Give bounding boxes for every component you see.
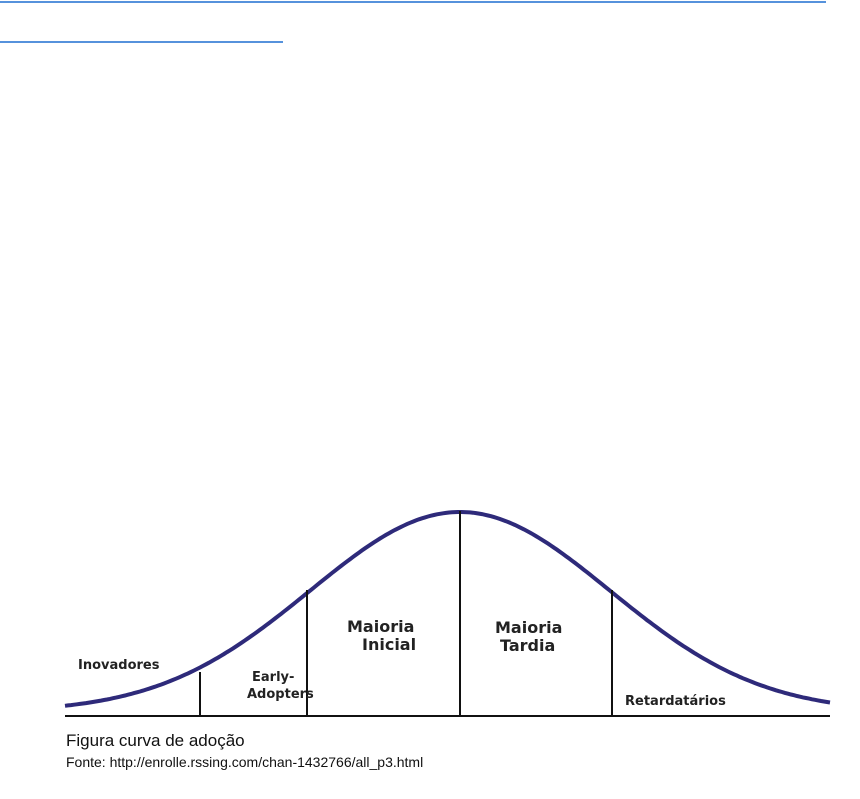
adoption-curve: Inovadores Early- Adopters Maioria Inici… <box>64 510 831 717</box>
segment-label: Retardatários <box>625 694 726 709</box>
bell-curve <box>64 510 831 708</box>
segment-label: Maioria <box>495 618 562 637</box>
segment-label: Inovadores <box>78 658 160 673</box>
caption-source: Fonte: http://enrolle.rssing.com/chan-14… <box>66 754 423 770</box>
segment-label: Early- <box>252 670 294 685</box>
segment-label: Maioria <box>347 617 414 636</box>
segment-label: Inicial <box>362 635 416 654</box>
segment-label: Adopters <box>247 687 314 702</box>
segment-label: Tardia <box>500 636 555 655</box>
caption-title: Figura curva de adoção <box>66 731 245 750</box>
